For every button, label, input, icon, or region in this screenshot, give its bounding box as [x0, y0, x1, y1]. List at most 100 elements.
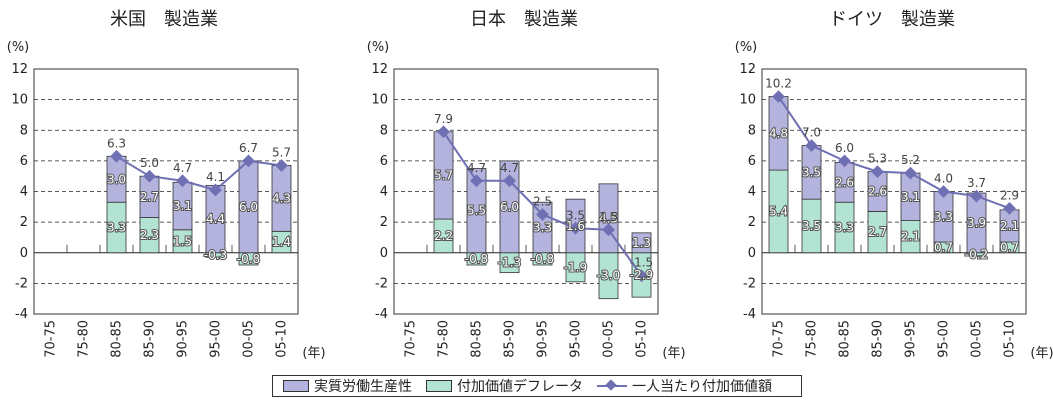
x-tick-label: 95-00 — [569, 320, 584, 358]
data-label-per-capita: 4.0 — [934, 172, 953, 186]
data-label-deflator: 0.7 — [1000, 240, 1019, 254]
y-tick-label: 0 — [380, 246, 388, 261]
y-tick-label: -2 — [375, 276, 388, 291]
data-label-per-capita: 7.9 — [434, 112, 453, 126]
data-label-productivity: 3.9 — [967, 216, 986, 230]
data-label-productivity: 6.0 — [500, 200, 519, 214]
data-label-deflator: -0.2 — [965, 247, 988, 261]
legend-swatch-productivity — [283, 380, 309, 392]
chart-title: 米国 製造業 — [110, 9, 218, 30]
x-tick-label: 80-85 — [470, 320, 485, 358]
data-label-productivity: 4.4 — [206, 212, 225, 226]
data-label-productivity: 1.3 — [632, 236, 651, 250]
data-label-productivity: 3.3 — [934, 210, 953, 224]
data-label-deflator: 1.4 — [272, 235, 291, 249]
x-unit-label: (年) — [662, 346, 685, 361]
data-label-per-capita: -1.5 — [630, 256, 653, 270]
data-label-deflator: 2.7 — [868, 225, 887, 239]
data-label-per-capita: 4.7 — [173, 161, 192, 175]
line-marker — [176, 174, 189, 188]
x-tick-label: 00-05 — [242, 320, 257, 358]
y-tick-label: 6 — [748, 154, 756, 169]
data-label-per-capita: 3.5 — [566, 208, 585, 222]
y-tick-label: -2 — [15, 276, 28, 291]
x-tick-label: 80-85 — [110, 320, 125, 358]
chart-title: 日本 製造業 — [470, 9, 578, 30]
y-tick-label: 4 — [380, 185, 388, 200]
data-label-deflator: -1.9 — [564, 260, 587, 274]
x-tick-label: 70-75 — [44, 320, 59, 358]
chart-panel-3: ドイツ 製造業 (%) -4 -2 0 2 4 6 8 10 12 4.8 5.4 10.2 3.5 3.5 7… — [735, 9, 1053, 361]
data-label-productivity: 3.1 — [173, 199, 192, 213]
legend-item-per-capita: 一人当たり付加価値額 — [597, 376, 772, 396]
data-label-productivity: 5.5 — [467, 204, 486, 218]
data-label-productivity: 2.1 — [1000, 219, 1019, 233]
x-tick-label: 75-80 — [77, 320, 92, 358]
bar-productivity — [631, 232, 652, 254]
x-tick-label: 00-05 — [970, 320, 985, 358]
y-tick-label: 8 — [748, 123, 756, 138]
data-label-productivity: 2.6 — [835, 175, 854, 189]
x-tick-label: 05-10 — [635, 320, 650, 358]
x-tick-label: 70-75 — [404, 320, 419, 358]
data-label-productivity: 1.6 — [566, 219, 585, 233]
y-tick-label: 2 — [748, 215, 756, 230]
x-tick-label: 95-00 — [937, 320, 952, 358]
data-label-productivity: 3.0 — [107, 172, 126, 186]
y-tick-label: -4 — [375, 307, 388, 322]
x-tick-label: 85-90 — [503, 320, 518, 358]
line-marker — [143, 169, 156, 183]
data-label-productivity: 6.0 — [239, 200, 258, 214]
line-marker — [437, 125, 450, 139]
y-unit-label: (%) — [367, 40, 390, 55]
x-tick-label: 90-95 — [536, 320, 551, 358]
x-tick-label: 90-95 — [176, 320, 191, 358]
chart-panel-2: 日本 製造業 (%) -4 -2 0 2 4 6 8 10 12 5.7 2.2 7.9 5.5 -0.8 4.… — [367, 9, 686, 361]
data-label-productivity: 4.3 — [272, 191, 291, 205]
y-tick-label: 8 — [20, 123, 28, 138]
data-label-per-capita: 5.2 — [901, 153, 920, 167]
data-label-per-capita: 3.7 — [967, 176, 986, 190]
x-tick-label: 05-10 — [275, 320, 290, 358]
y-tick-label: -4 — [15, 307, 28, 322]
data-label-deflator: 5.4 — [769, 204, 788, 218]
data-label-deflator: 3.3 — [107, 220, 126, 234]
chart-panel-1: 米国 製造業 (%) -4 -2 0 2 4 6 8 10 12 3.0 3.3 6.3 2.7 2.3 5.0… — [7, 9, 326, 361]
data-label-deflator: 2.2 — [434, 229, 453, 243]
data-label-deflator: -0.8 — [531, 252, 554, 266]
data-label-productivity: 3.5 — [802, 165, 821, 179]
y-tick-label: 10 — [371, 93, 388, 108]
data-label-deflator: 1.5 — [173, 234, 192, 248]
x-tick-label: 00-05 — [602, 320, 617, 358]
data-label-productivity: 2.6 — [868, 185, 887, 199]
data-label-productivity: 3.3 — [533, 220, 552, 234]
y-tick-label: 6 — [380, 154, 388, 169]
x-tick-label: 85-90 — [143, 320, 158, 358]
x-tick-label: 80-85 — [838, 320, 853, 358]
data-label-per-capita: 5.0 — [140, 156, 159, 170]
bar-productivity — [499, 160, 520, 254]
legend: 実質労働生産性 付加価値デフレータ 一人当たり付加価値額 — [272, 375, 802, 397]
y-tick-label: 12 — [739, 62, 756, 77]
chart-title: ドイツ 製造業 — [829, 9, 955, 30]
y-tick-label: 4 — [20, 185, 28, 200]
y-tick-label: 6 — [20, 154, 28, 169]
y-tick-label: 12 — [11, 62, 28, 77]
y-tick-label: 10 — [11, 93, 28, 108]
data-label-per-capita: 5.7 — [272, 145, 291, 159]
data-label-per-capita: 6.3 — [107, 136, 126, 150]
legend-swatch-per-capita — [597, 379, 627, 393]
x-tick-label: 05-10 — [1003, 320, 1018, 358]
data-label-productivity: 2.7 — [140, 190, 159, 204]
data-label-per-capita: 5.3 — [868, 152, 887, 166]
data-label-per-capita: 2.5 — [533, 194, 552, 208]
y-tick-label: 0 — [20, 246, 28, 261]
x-tick-label: 85-90 — [871, 320, 886, 358]
x-tick-label: 70-75 — [772, 320, 787, 358]
x-tick-label: 95-00 — [209, 320, 224, 358]
y-tick-label: 12 — [371, 62, 388, 77]
line-marker — [209, 183, 222, 197]
line-marker — [470, 174, 483, 188]
data-label-per-capita: 4.1 — [206, 170, 225, 184]
line-marker — [110, 149, 123, 163]
